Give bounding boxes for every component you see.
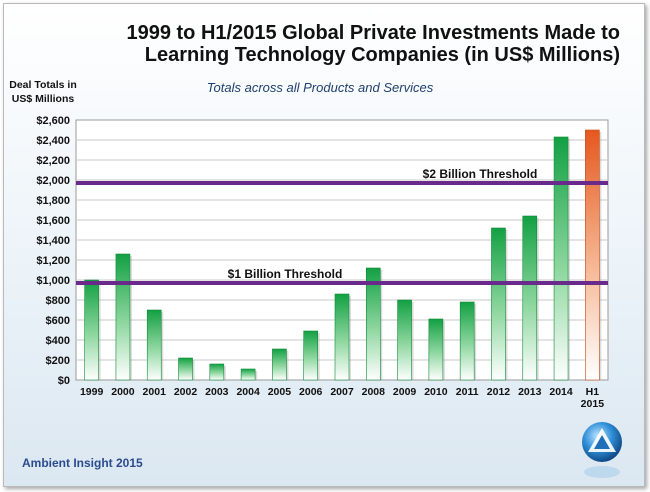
y-tick-label: $2,600 (36, 115, 70, 127)
bar (428, 318, 444, 381)
y-axis-ticks: $0 $200 $400 $600 $800 $1,000 $1,200 $1,400 $1,6… (36, 115, 70, 387)
y-tick-label: $2,200 (36, 155, 70, 167)
bar (334, 293, 350, 381)
x-tick-label: 2002 (174, 386, 198, 398)
x-tick-label: 2014 (549, 386, 573, 398)
bar (303, 330, 319, 381)
y-tick-label: $2,400 (36, 135, 70, 147)
chart-title: 1999 to H1/2015 Global Private Investmen… (126, 22, 620, 66)
bar (491, 227, 506, 381)
bar (84, 279, 99, 381)
bar (365, 267, 381, 381)
y-tick-label: $0 (58, 375, 70, 387)
bar (240, 368, 256, 381)
x-tick-label: 2000 (111, 386, 135, 398)
y-tick-label: $600 (46, 315, 70, 327)
x-tick-label: 2008 (362, 386, 386, 398)
y-tick-label: $1,400 (36, 235, 70, 247)
bar (146, 309, 162, 381)
y-tick-label: $1,800 (36, 195, 70, 207)
y-tick-label: $200 (46, 355, 70, 367)
bar (397, 299, 412, 381)
y-tick-label: $1,200 (36, 255, 70, 267)
x-tick-label: 2010 (424, 386, 448, 398)
y-tick-label: $1,600 (36, 215, 70, 227)
bar (209, 363, 225, 381)
bar (115, 253, 131, 381)
x-tick-label: 2007 (330, 386, 354, 398)
y-tick-label: $400 (46, 335, 70, 347)
x-tick-label: 2009 (393, 386, 417, 398)
x-tick-label: 2012 (487, 386, 511, 398)
x-tick-label: 2006 (299, 386, 323, 398)
y-tick-label: $2,000 (36, 175, 70, 187)
x-tick-label: 2005 (268, 386, 292, 398)
ambient-insight-logo (582, 422, 622, 478)
chart-subtitle: Totals across all Products and Services (206, 80, 434, 95)
bar (553, 136, 569, 381)
bar (459, 301, 475, 381)
footer-credit: Ambient Insight 2015 (22, 456, 143, 470)
bar (272, 348, 287, 381)
x-tick-label: 2011 (456, 386, 479, 398)
bar (178, 357, 193, 381)
x-tick-label: H1 2015 (581, 386, 605, 410)
x-tick-label: 2004 (236, 386, 260, 398)
x-axis-ticks: 1999 2000 2001 2002 2003 2004 2005 2006 2007 2008… (80, 386, 604, 410)
x-tick-label: 1999 (80, 386, 104, 398)
threshold-label: $2 Billion Threshold (423, 167, 538, 181)
bars (84, 129, 602, 381)
bar (522, 215, 538, 381)
bar (585, 129, 600, 381)
threshold-label: $1 Billion Threshold (228, 267, 343, 281)
y-tick-label: $800 (46, 295, 70, 307)
threshold-lines: $1 Billion Threshold $2 Billion Threshold (76, 167, 608, 285)
x-tick-label: 2001 (143, 386, 167, 398)
x-tick-label: 2013 (518, 386, 542, 398)
y-tick-label: $1,000 (36, 275, 70, 287)
x-tick-label: 2003 (205, 386, 229, 398)
y-axis-label: Deal Totals in US$ Millions (9, 79, 77, 105)
